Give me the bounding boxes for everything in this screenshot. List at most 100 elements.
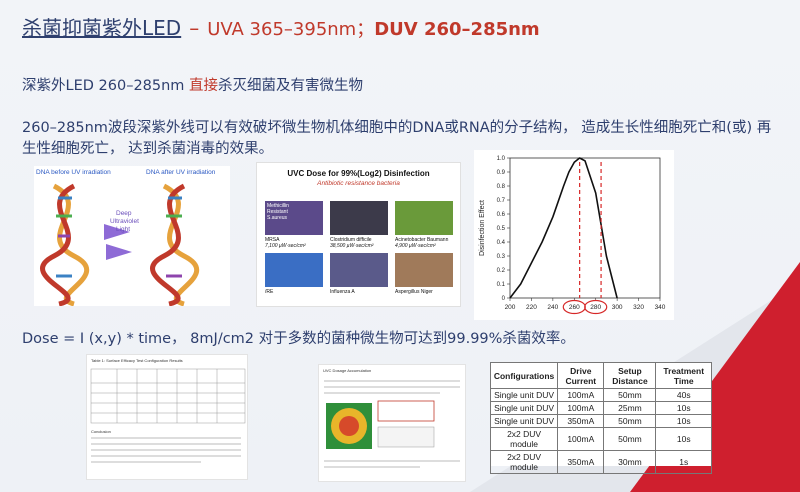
dna-figure: DNA before UV irradiation DNA after UV i… [34, 166, 230, 306]
uv-light-label-3: Light [116, 226, 131, 233]
header-setup-distance: Setup Distance [603, 362, 657, 389]
tile-label-1: Clostridium difficile [330, 237, 372, 243]
table-cell: 30mm [603, 450, 657, 474]
y-tick-label: 0.2 [497, 268, 506, 274]
header-drive-current: Drive Current [557, 362, 605, 389]
table-cell: 100mA [557, 388, 605, 402]
table-row: 2x2 DUV module 100mA 50mm 10s [489, 427, 712, 451]
table-cell: 100mA [557, 427, 605, 451]
table-cell: Single unit DUV [489, 388, 559, 402]
x-tick-label: 220 [526, 304, 537, 311]
subtitle-highlight: 直接 [189, 78, 219, 94]
table-cell: 10s [655, 401, 712, 415]
tile-label-5: Aspergillus Niger [395, 289, 433, 295]
subtitle-prefix: 深紫外LED 260–285nm [22, 78, 190, 94]
table-cell: 2x2 DUV module [489, 427, 559, 451]
table-cell: 40s [655, 388, 712, 402]
table-row: Single unit DUV 350mA 50mm 10s [489, 414, 712, 428]
influenza-image [330, 253, 388, 287]
uv-light-label-2: Ultraviolet [110, 218, 139, 225]
table-cell: 350mA [557, 414, 605, 428]
doc2-graphic [324, 380, 460, 468]
table-row: Single unit DUV 100mA 25mm 10s [489, 401, 712, 415]
x-tick-label: 240 [547, 304, 558, 311]
y-tick-label: 0.4 [497, 240, 506, 246]
tile-dose-2: 4,900 µW·sec/cm² [395, 243, 436, 249]
y-tick-label: 0.7 [497, 198, 506, 204]
subtitle-suffix: 杀灭细菌及有害微生物 [218, 78, 364, 94]
table-cell: 350mA [557, 450, 605, 474]
tile-label-2: Acinetobacter Baumann [395, 237, 449, 243]
x-tick-label: 280 [590, 304, 601, 311]
disinfection-chart: 0 0.1 0.2 0.3 0.4 0.5 0.6 0.7 0.8 0.9 1.0 200 220 240… [474, 150, 674, 320]
table-cell: Single unit DUV [489, 414, 559, 428]
doc2-heading: UVC Dosage Accumulation [323, 368, 372, 373]
disinfection-chart-svg: 0 0.1 0.2 0.3 0.4 0.5 0.6 0.7 0.8 0.9 1.0 200 220 240… [479, 156, 666, 315]
x-tick-label: 320 [633, 304, 644, 311]
x-tick-label: 340 [655, 304, 666, 311]
title-duv: DUV 260–285nm [374, 19, 540, 40]
tile-dose-1: 38,500 µW·sec/cm² [330, 243, 374, 249]
tile-label-0: MRSA [265, 237, 280, 243]
subtitle: 深紫外LED 260–285nm 直接杀灭细菌及有害微生物 [22, 74, 363, 95]
disinfection-curve-line [509, 157, 618, 299]
title-main: 杀菌抑菌紫外LED [22, 16, 182, 40]
description-paragraph: 260–285nm波段深紫外线可以有效破坏微生物机体细胞中的DNA或RNA的分子… [22, 120, 772, 157]
table-cell: 50mm [603, 388, 657, 402]
title-uva: UVA 365–395nm； [207, 19, 375, 40]
table-cell: 100mA [557, 401, 605, 415]
mrsa-image: Methicillin Resistant S.aureus [265, 201, 323, 235]
doc1-section: Conclusion [91, 429, 111, 434]
dna-before-label: DNA before UV irradiation [36, 169, 111, 176]
uv-light-label-1: Deep [116, 210, 132, 217]
circled-tick [584, 299, 608, 315]
tile-label-3: /RE [265, 289, 274, 295]
title-dash: – [189, 16, 200, 40]
y-axis-label: Disinfection Effect [479, 200, 486, 256]
y-tick-label: 0.5 [497, 226, 506, 232]
uvc-dose-figure: UVC Dose for 99%(Log2) Disinfection Anti… [256, 162, 461, 307]
y-tick-label: 0.6 [497, 212, 506, 218]
acinetobacter-image [395, 201, 453, 235]
tile-dose-0: 7,100 µW·sec/cm² [265, 243, 306, 249]
table-cell: 10s [655, 427, 712, 451]
table-cell: 25mm [603, 401, 657, 415]
table-row: Single unit DUV 100mA 50mm 40s [489, 388, 712, 402]
y-tick-label: 0.8 [497, 184, 506, 190]
x-tick-label: 200 [505, 304, 516, 311]
y-tick-label: 0.1 [497, 282, 506, 288]
table-cell: 1s [655, 450, 712, 474]
table-cell: 50mm [603, 427, 657, 451]
chart-plot-area [509, 157, 661, 299]
tile-label-4: Influenza A [330, 289, 355, 295]
dna-helix-graphic [40, 183, 200, 306]
config-table-header-row: Configurations Drive Current Setup Dista… [489, 362, 712, 389]
uvc-dosage-document: UVC Dosage Accumulation [318, 364, 466, 482]
aspergillus-image [395, 253, 453, 287]
table-cell: 2x2 DUV module [489, 450, 559, 474]
header-configurations: Configurations [489, 362, 559, 389]
doc1-caption: Table 1: Surface Efficacy Test Configura… [91, 358, 183, 363]
table-cell: 10s [655, 414, 712, 428]
x-tick-label: 260 [569, 304, 580, 311]
y-tick-label: 1.0 [497, 156, 506, 162]
config-table: Configurations Drive Current Setup Dista… [489, 362, 712, 474]
y-tick-label: 0 [502, 296, 506, 302]
table-row: 2x2 DUV module 350mA 30mm 1s [489, 450, 712, 474]
uvc-figure-subtitle: Antibiotic resistance bacteria [317, 180, 400, 187]
clostridium-image [330, 201, 388, 235]
doc1-text-lines [91, 437, 241, 463]
table-cell: Single unit DUV [489, 401, 559, 415]
y-tick-label: 0.9 [497, 170, 506, 176]
configuration-table: Configurations Drive Current Setup Dista… [489, 362, 712, 474]
doc1-table-graphic [90, 368, 246, 424]
page-title: 杀菌抑菌紫外LED – UVA 365–395nm；DUV 260–285nm [22, 12, 540, 41]
x-tick-label: 300 [612, 304, 623, 311]
vre-image [265, 253, 323, 287]
dna-after-label: DNA after UV irradiation [146, 169, 216, 176]
dose-formula: Dose = I (x,y) * time， 8mJ/cm2 对于多数的菌种微生… [22, 331, 575, 347]
y-tick-label: 0.3 [497, 254, 506, 260]
mrsa-overlay-text: Methicillin Resistant S.aureus [267, 203, 289, 221]
uvc-figure-title: UVC Dose for 99%(Log2) Disinfection [287, 169, 430, 178]
table-cell: 50mm [603, 414, 657, 428]
